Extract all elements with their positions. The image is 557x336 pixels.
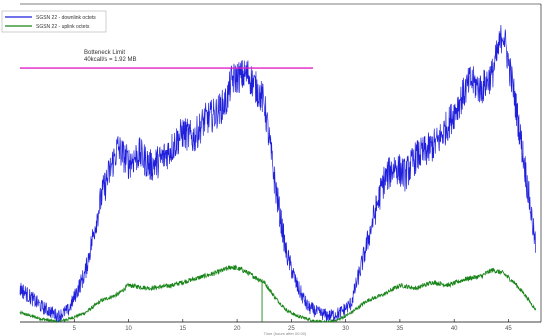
series-layer xyxy=(19,25,536,324)
x-tick-label: 5 xyxy=(73,326,77,332)
x-tick-label: 25 xyxy=(288,326,295,332)
reference-line-layer: Botteneck Limit 40kcall/s = 1.92 MB xyxy=(20,50,314,69)
legend: SGSN 22 - downlink octets SGSN 22 - upli… xyxy=(1,10,107,33)
legend-label-downlink: SGSN 22 - downlink octets xyxy=(36,15,96,21)
x-tick-label: 20 xyxy=(234,326,241,332)
series-downlink-line xyxy=(19,25,536,323)
x-tick-label: 30 xyxy=(342,326,349,332)
legend-label-uplink: SGSN 22 - uplink octets xyxy=(36,24,90,30)
x-axis-label: Time (hours after 00:00) xyxy=(264,331,307,336)
x-ticks: 5 10 15 20 25 30 35 40 45 xyxy=(73,319,512,332)
series-uplink-line xyxy=(19,264,536,324)
x-tick-label: 35 xyxy=(397,326,404,332)
bottleneck-label: Botteneck Limit xyxy=(84,50,125,56)
x-tick-label: 10 xyxy=(125,326,132,332)
x-tick-label: 45 xyxy=(505,326,512,332)
bottleneck-value-label: 40kcall/s = 1.92 MB xyxy=(84,57,137,63)
legend-box xyxy=(1,10,107,33)
x-tick-label: 15 xyxy=(179,326,186,332)
x-tick-label: 40 xyxy=(451,326,458,332)
